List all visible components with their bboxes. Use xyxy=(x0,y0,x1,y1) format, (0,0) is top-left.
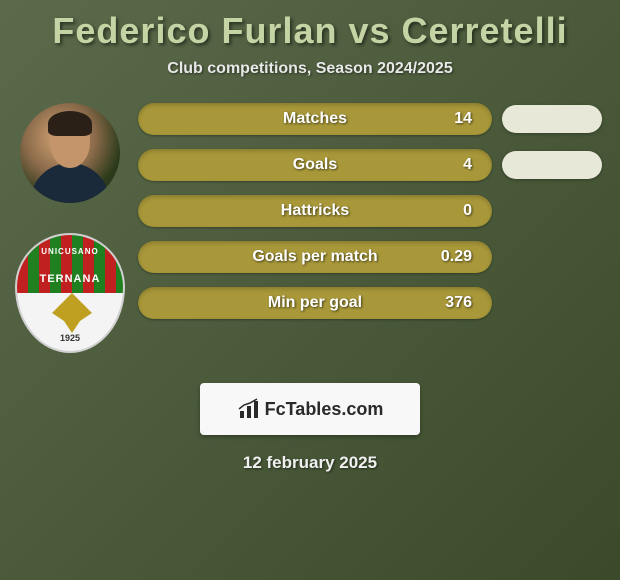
content-area: UNICUSANO TERNANA 1925 Matches 14 Goals … xyxy=(0,103,620,353)
club-badge: UNICUSANO TERNANA 1925 xyxy=(15,233,125,353)
stat-row: Goals per match 0.29 xyxy=(138,241,602,273)
chart-icon xyxy=(237,397,261,421)
badge-text-top: UNICUSANO xyxy=(17,247,123,256)
player-avatar xyxy=(20,103,120,203)
stat-value: 14 xyxy=(454,110,472,128)
page-title: Federico Furlan vs Cerretelli xyxy=(0,10,620,52)
stat-label: Goals per match xyxy=(252,248,377,266)
avatar-hair-shape xyxy=(48,111,92,136)
stat-bar-matches: Matches 14 xyxy=(138,103,492,135)
stat-row: Goals 4 xyxy=(138,149,602,181)
comparison-blob xyxy=(502,105,602,133)
subtitle: Club competitions, Season 2024/2025 xyxy=(0,60,620,78)
stat-value: 0 xyxy=(463,202,472,220)
logo-box: FcTables.com xyxy=(200,383,420,435)
stat-value: 376 xyxy=(445,294,472,312)
avatar-body-shape xyxy=(30,163,110,203)
stat-value: 0.29 xyxy=(441,248,472,266)
badge-year: 1925 xyxy=(17,333,123,343)
stat-row: Hattricks 0 xyxy=(138,195,602,227)
comparison-infographic: Federico Furlan vs Cerretelli Club compe… xyxy=(0,0,620,580)
stat-label: Matches xyxy=(283,110,347,128)
stat-row: Matches 14 xyxy=(138,103,602,135)
comparison-blob xyxy=(502,151,602,179)
stat-label: Goals xyxy=(293,156,337,174)
date-text: 12 february 2025 xyxy=(0,453,620,473)
left-column: UNICUSANO TERNANA 1925 xyxy=(10,103,130,353)
badge-dragon-icon xyxy=(52,293,92,333)
stat-bar-min-per-goal: Min per goal 376 xyxy=(138,287,492,319)
badge-text-mid: TERNANA xyxy=(17,273,123,285)
stat-bar-goals: Goals 4 xyxy=(138,149,492,181)
stats-column: Matches 14 Goals 4 Hattricks 0 xyxy=(130,103,610,353)
stat-value: 4 xyxy=(463,156,472,174)
badge-shield: UNICUSANO TERNANA 1925 xyxy=(15,233,125,353)
stat-row: Min per goal 376 xyxy=(138,287,602,319)
stat-bar-hattricks: Hattricks 0 xyxy=(138,195,492,227)
stat-label: Min per goal xyxy=(268,294,362,312)
logo-text: FcTables.com xyxy=(265,399,384,420)
stat-bar-goals-per-match: Goals per match 0.29 xyxy=(138,241,492,273)
stat-label: Hattricks xyxy=(281,202,349,220)
